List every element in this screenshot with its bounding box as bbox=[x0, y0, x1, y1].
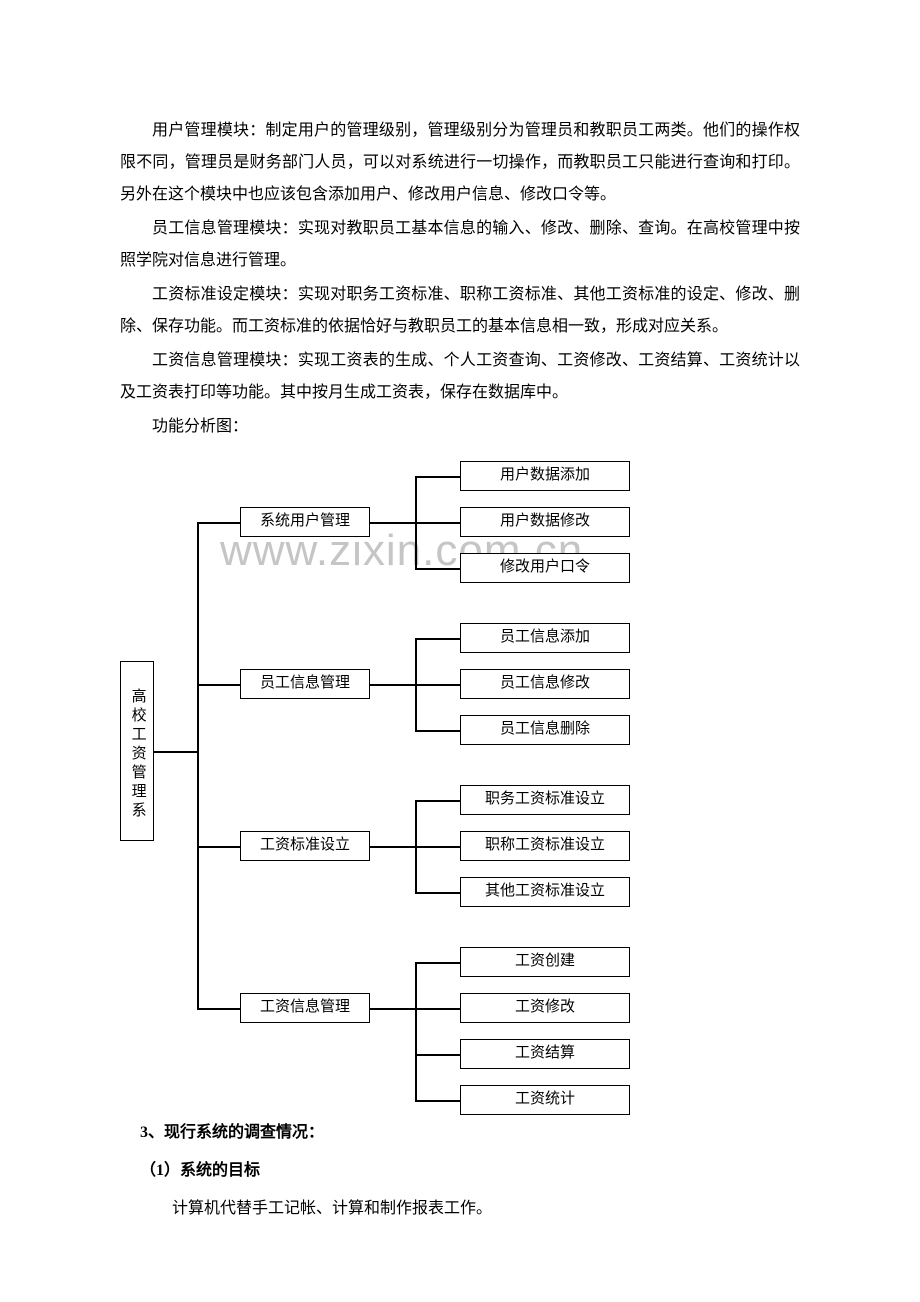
connector-h bbox=[415, 800, 460, 802]
tree-mid: 工资标准设立 bbox=[240, 831, 370, 861]
paragraph-salary-std-module: 工资标准设定模块：实现对职务工资标准、职称工资标准、其他工资标准的设定、修改、删… bbox=[120, 279, 800, 343]
connector-h bbox=[415, 568, 460, 570]
connector-h bbox=[415, 730, 460, 732]
tree-leaf: 员工信息删除 bbox=[460, 715, 630, 745]
paragraph-diagram-caption: 功能分析图： bbox=[120, 411, 800, 443]
paragraph-user-module: 用户管理模块：制定用户的管理级别，管理级别分为管理员和教职员工两类。他们的操作权… bbox=[120, 115, 800, 211]
function-tree-diagram: www.zixin.com.cn 高校工资管理系用户数据添加用户数据修改修改用户… bbox=[120, 461, 800, 1071]
paragraph-salary-info-module: 工资信息管理模块：实现工资表的生成、个人工资查询、工资修改、工资结算、工资统计以… bbox=[120, 345, 800, 409]
tree-leaf: 工资统计 bbox=[460, 1085, 630, 1115]
connector-h bbox=[154, 751, 197, 753]
connector-v bbox=[197, 522, 199, 1008]
connector-h bbox=[370, 846, 415, 848]
connector-h bbox=[197, 522, 240, 524]
connector-v bbox=[415, 962, 417, 1100]
tree-leaf: 工资结算 bbox=[460, 1039, 630, 1069]
connector-h bbox=[415, 476, 460, 478]
paragraph-employee-module: 员工信息管理模块：实现对教职员工基本信息的输入、修改、删除、查询。在高校管理中按… bbox=[120, 213, 800, 277]
connector-h bbox=[415, 1100, 460, 1102]
section-3-heading: 3、现行系统的调查情况： bbox=[140, 1117, 324, 1149]
connector-h bbox=[415, 892, 460, 894]
tree-leaf: 员工信息添加 bbox=[460, 623, 630, 653]
tree-mid: 员工信息管理 bbox=[240, 669, 370, 699]
connector-h bbox=[415, 962, 460, 964]
connector-h bbox=[415, 1054, 460, 1056]
tree-mid: 系统用户管理 bbox=[240, 507, 370, 537]
section-3-subheading: （1）系统的目标 bbox=[140, 1155, 260, 1187]
connector-h bbox=[415, 846, 460, 848]
connector-h bbox=[370, 684, 415, 686]
section-3-body: 计算机代替手工记帐、计算和制作报表工作。 bbox=[172, 1193, 492, 1225]
tree-leaf: 员工信息修改 bbox=[460, 669, 630, 699]
connector-h bbox=[415, 522, 460, 524]
tree-leaf: 用户数据修改 bbox=[460, 507, 630, 537]
tree-leaf: 职务工资标准设立 bbox=[460, 785, 630, 815]
tree-leaf: 修改用户口令 bbox=[460, 553, 630, 583]
connector-h bbox=[197, 684, 240, 686]
connector-h bbox=[415, 1008, 460, 1010]
tree-leaf: 其他工资标准设立 bbox=[460, 877, 630, 907]
tree-leaf: 用户数据添加 bbox=[460, 461, 630, 491]
connector-h bbox=[415, 638, 460, 640]
tree-mid: 工资信息管理 bbox=[240, 993, 370, 1023]
connector-h bbox=[197, 846, 240, 848]
tree-leaf: 工资创建 bbox=[460, 947, 630, 977]
tree-root: 高校工资管理系 bbox=[120, 661, 154, 841]
tree-leaf: 工资修改 bbox=[460, 993, 630, 1023]
connector-h bbox=[370, 522, 415, 524]
connector-h bbox=[370, 1008, 415, 1010]
connector-h bbox=[197, 1008, 240, 1010]
tree-leaf: 职称工资标准设立 bbox=[460, 831, 630, 861]
connector-h bbox=[415, 684, 460, 686]
